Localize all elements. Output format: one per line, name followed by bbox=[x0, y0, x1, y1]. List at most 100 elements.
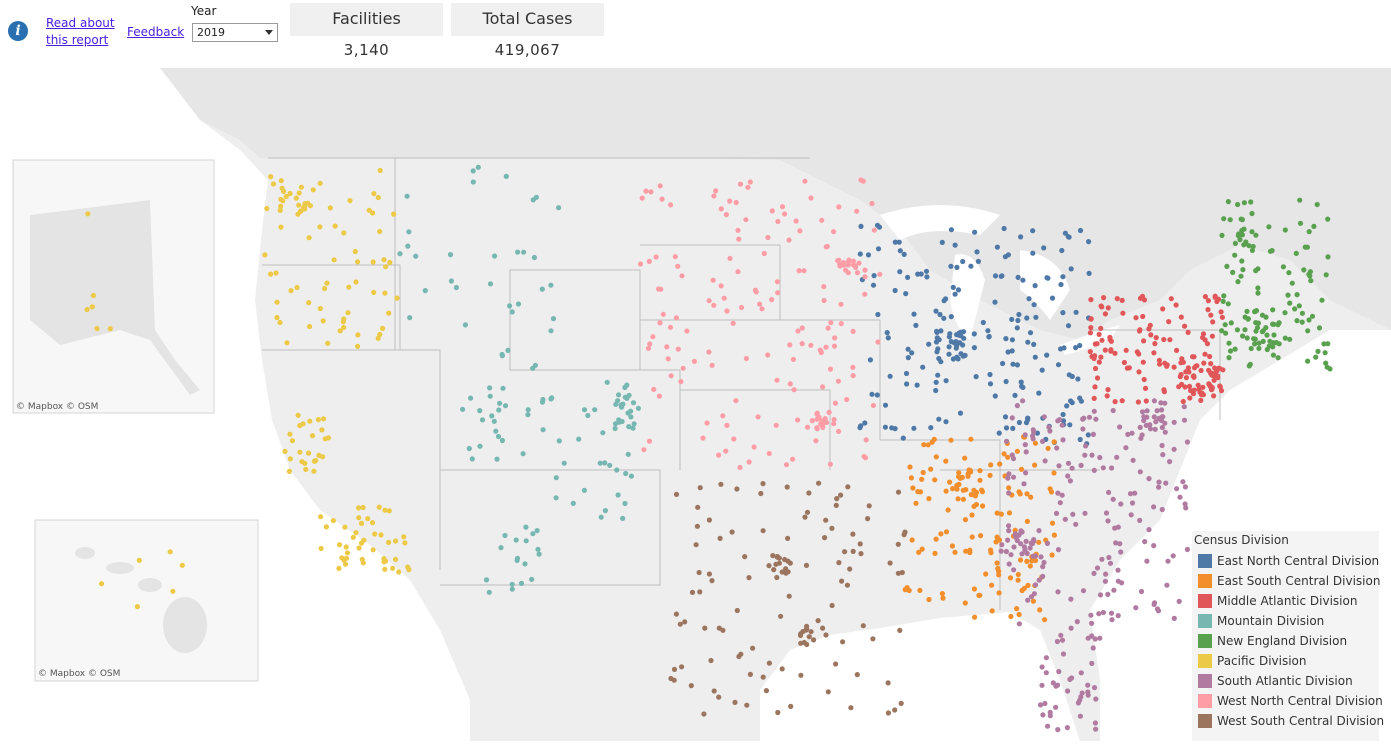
facility-point[interactable] bbox=[974, 249, 980, 255]
facility-point[interactable] bbox=[1024, 315, 1030, 321]
facility-point[interactable] bbox=[911, 425, 917, 431]
facility-point[interactable] bbox=[1316, 325, 1323, 331]
facility-point[interactable] bbox=[1040, 564, 1046, 570]
facility-point[interactable] bbox=[1117, 424, 1123, 430]
facility-point[interactable] bbox=[85, 211, 91, 217]
facility-point[interactable] bbox=[1006, 471, 1012, 477]
facility-point[interactable] bbox=[1006, 510, 1013, 516]
facility-point[interactable] bbox=[941, 298, 947, 304]
facility-point[interactable] bbox=[499, 353, 505, 359]
facility-point[interactable] bbox=[523, 524, 529, 530]
facility-point[interactable] bbox=[1025, 339, 1031, 345]
facility-point[interactable] bbox=[602, 460, 608, 466]
facility-point[interactable] bbox=[960, 258, 966, 265]
facility-point[interactable] bbox=[702, 625, 708, 631]
facility-point[interactable] bbox=[790, 356, 797, 362]
facility-point[interactable] bbox=[1049, 520, 1056, 526]
facility-point[interactable] bbox=[529, 576, 535, 583]
facility-point[interactable] bbox=[336, 542, 343, 548]
facility-point[interactable] bbox=[711, 302, 717, 308]
facility-point[interactable] bbox=[377, 331, 383, 338]
facility-point[interactable] bbox=[393, 538, 399, 544]
facility-point[interactable] bbox=[1299, 310, 1305, 316]
facility-point[interactable] bbox=[843, 267, 849, 273]
facility-point[interactable] bbox=[721, 295, 727, 301]
facility-point[interactable] bbox=[995, 565, 1001, 572]
facility-point[interactable] bbox=[913, 500, 919, 506]
facility-point[interactable] bbox=[1031, 302, 1037, 308]
facility-point[interactable] bbox=[765, 234, 771, 241]
facility-point[interactable] bbox=[696, 569, 702, 576]
facility-point[interactable] bbox=[709, 362, 715, 368]
facility-point[interactable] bbox=[1088, 316, 1094, 322]
facility-point[interactable] bbox=[836, 560, 842, 566]
facility-point[interactable] bbox=[1159, 407, 1165, 413]
facility-point[interactable] bbox=[801, 639, 807, 646]
facility-point[interactable] bbox=[637, 261, 644, 267]
facility-point[interactable] bbox=[1210, 319, 1216, 325]
facility-point[interactable] bbox=[831, 343, 838, 349]
facility-point[interactable] bbox=[1163, 480, 1169, 486]
facility-point[interactable] bbox=[962, 600, 968, 606]
facility-point[interactable] bbox=[1266, 224, 1272, 230]
facility-point[interactable] bbox=[806, 490, 812, 496]
facility-point[interactable] bbox=[1253, 232, 1259, 238]
facility-point[interactable] bbox=[753, 289, 759, 295]
facility-point[interactable] bbox=[1014, 537, 1020, 544]
facility-point[interactable] bbox=[845, 484, 851, 490]
facility-point[interactable] bbox=[727, 198, 733, 204]
facility-point[interactable] bbox=[1250, 243, 1256, 250]
facility-point[interactable] bbox=[678, 379, 684, 385]
facility-point[interactable] bbox=[903, 370, 910, 377]
facility-point[interactable] bbox=[706, 298, 712, 304]
facility-point[interactable] bbox=[1140, 313, 1146, 320]
facility-point[interactable] bbox=[941, 315, 947, 321]
facility-point[interactable] bbox=[892, 239, 898, 245]
facility-point[interactable] bbox=[1108, 610, 1115, 616]
facility-point[interactable] bbox=[1311, 223, 1317, 229]
facility-point[interactable] bbox=[820, 625, 826, 631]
facility-point[interactable] bbox=[600, 430, 606, 436]
facility-point[interactable] bbox=[1140, 359, 1146, 365]
facility-point[interactable] bbox=[1133, 315, 1139, 321]
facility-point[interactable] bbox=[310, 187, 316, 193]
facility-point[interactable] bbox=[797, 228, 803, 234]
facility-point[interactable] bbox=[1120, 310, 1126, 316]
facility-point[interactable] bbox=[808, 195, 814, 201]
facility-point[interactable] bbox=[1171, 615, 1177, 622]
facility-point[interactable] bbox=[448, 278, 454, 284]
facility-point[interactable] bbox=[377, 167, 383, 174]
facility-point[interactable] bbox=[870, 636, 876, 642]
facility-point[interactable] bbox=[1001, 225, 1007, 232]
facility-point[interactable] bbox=[1178, 314, 1184, 320]
facility-point[interactable] bbox=[961, 335, 967, 341]
facility-point[interactable] bbox=[1022, 432, 1028, 438]
facility-point[interactable] bbox=[623, 470, 629, 477]
facility-point[interactable] bbox=[783, 462, 790, 468]
facility-point[interactable] bbox=[856, 260, 862, 266]
facility-point[interactable] bbox=[1218, 309, 1224, 315]
facility-point[interactable] bbox=[1232, 240, 1238, 246]
facility-point[interactable] bbox=[1064, 725, 1070, 731]
facility-point[interactable] bbox=[735, 269, 741, 275]
facility-point[interactable] bbox=[796, 268, 802, 274]
facility-point[interactable] bbox=[760, 528, 766, 534]
facility-point[interactable] bbox=[783, 566, 789, 572]
facility-point[interactable] bbox=[1177, 374, 1183, 380]
facility-point[interactable] bbox=[548, 282, 554, 288]
facility-point[interactable] bbox=[814, 410, 820, 416]
facility-point[interactable] bbox=[298, 208, 304, 214]
facility-point[interactable] bbox=[778, 613, 784, 619]
facility-point[interactable] bbox=[763, 688, 770, 694]
facility-point[interactable] bbox=[968, 436, 974, 442]
facility-point[interactable] bbox=[938, 328, 944, 334]
facility-point[interactable] bbox=[262, 252, 268, 258]
facility-point[interactable] bbox=[892, 287, 898, 294]
facility-point[interactable] bbox=[1154, 606, 1161, 612]
facility-point[interactable] bbox=[988, 462, 994, 468]
facility-point[interactable] bbox=[1201, 360, 1207, 366]
facility-point[interactable] bbox=[1220, 298, 1226, 304]
facility-point[interactable] bbox=[853, 264, 859, 270]
facility-point[interactable] bbox=[1092, 384, 1098, 390]
facility-point[interactable] bbox=[1011, 544, 1017, 550]
